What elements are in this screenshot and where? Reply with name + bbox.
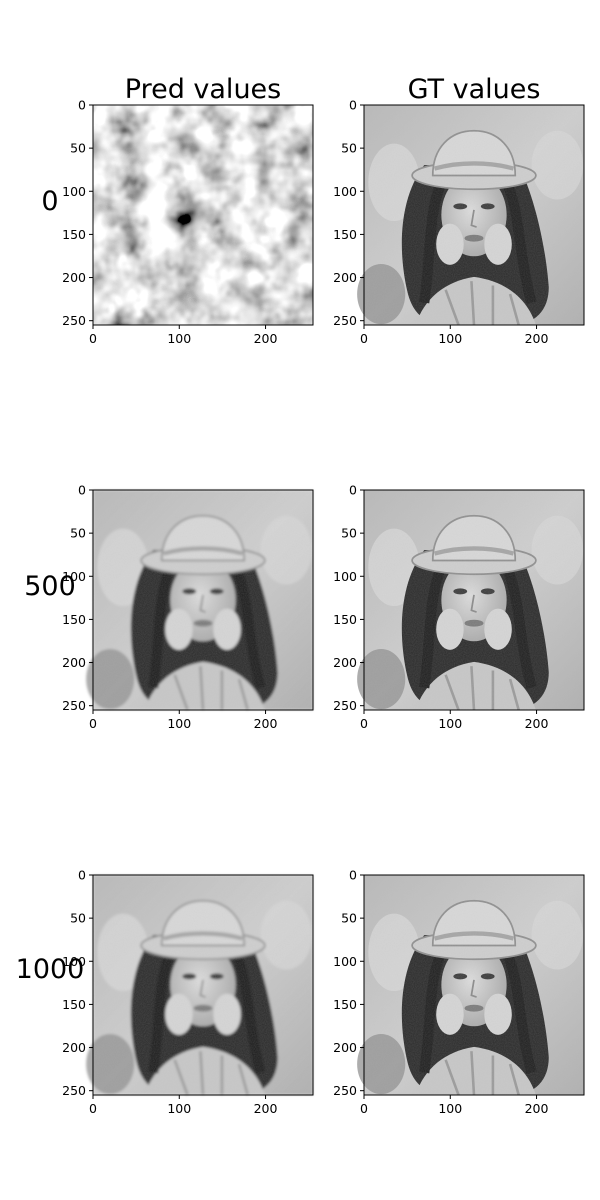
x-tick-label: 100 [167, 331, 191, 346]
axes-frame [92, 489, 314, 711]
y-tick-label: 150 [333, 227, 357, 242]
y-tick-label: 250 [62, 698, 86, 713]
y-tick-label: 150 [62, 997, 86, 1012]
axes-frame [363, 489, 585, 711]
y-tick-label: 200 [62, 1040, 86, 1055]
y-tick-label: 0 [349, 483, 357, 498]
y-tick-label: 50 [341, 526, 357, 541]
panel-image-grain [93, 490, 313, 710]
row-label: 0 [41, 186, 58, 217]
x-tick-label: 200 [254, 1101, 278, 1116]
y-tick-label: 250 [62, 313, 86, 328]
panel-image-grain [364, 490, 584, 710]
x-tick-label: 100 [438, 1101, 462, 1116]
x-tick-label: 200 [254, 331, 278, 346]
y-tick-label: 200 [62, 655, 86, 670]
x-tick-label: 0 [89, 331, 97, 346]
panel-image-grain [93, 875, 313, 1095]
panel-image-grain [364, 105, 584, 325]
y-tick-label: 200 [62, 270, 86, 285]
x-tick-label: 0 [360, 716, 368, 731]
axes-frame [363, 874, 585, 1096]
column-title: Pred values [125, 74, 281, 105]
axes-frame [92, 104, 314, 326]
axes-frame [92, 874, 314, 1096]
y-tick-label: 50 [70, 911, 86, 926]
x-tick-label: 0 [89, 1101, 97, 1116]
y-tick-label: 100 [333, 954, 357, 969]
x-tick-label: 100 [438, 331, 462, 346]
y-tick-label: 250 [62, 1083, 86, 1098]
x-tick-label: 200 [525, 331, 549, 346]
y-tick-label: 50 [70, 526, 86, 541]
y-tick-label: 150 [333, 612, 357, 627]
x-tick-label: 200 [525, 1101, 549, 1116]
x-tick-label: 100 [167, 1101, 191, 1116]
x-tick-label: 100 [167, 716, 191, 731]
y-tick-label: 250 [333, 313, 357, 328]
y-tick-label: 0 [78, 868, 86, 883]
y-tick-label: 0 [349, 868, 357, 883]
y-tick-label: 50 [70, 141, 86, 156]
axes-frame [363, 104, 585, 326]
panel-image-grain [364, 875, 584, 1095]
y-tick-label: 100 [62, 569, 86, 584]
row-label: 500 [24, 571, 76, 602]
y-tick-label: 50 [341, 141, 357, 156]
column-title: GT values [408, 74, 541, 105]
y-tick-label: 50 [341, 911, 357, 926]
panel-image-noise [93, 105, 313, 325]
x-tick-label: 200 [254, 716, 278, 731]
y-tick-label: 200 [333, 655, 357, 670]
row-label: 1000 [16, 954, 85, 985]
y-tick-label: 100 [62, 184, 86, 199]
x-tick-label: 200 [525, 716, 549, 731]
y-tick-label: 150 [62, 612, 86, 627]
x-tick-label: 0 [360, 1101, 368, 1116]
y-tick-label: 250 [333, 698, 357, 713]
x-tick-label: 100 [438, 716, 462, 731]
y-tick-label: 150 [62, 227, 86, 242]
x-tick-label: 0 [360, 331, 368, 346]
y-tick-label: 100 [333, 569, 357, 584]
y-tick-label: 100 [62, 954, 86, 969]
x-tick-label: 0 [89, 716, 97, 731]
y-tick-label: 100 [333, 184, 357, 199]
y-tick-label: 250 [333, 1083, 357, 1098]
y-tick-label: 200 [333, 270, 357, 285]
y-tick-label: 0 [78, 98, 86, 113]
y-tick-label: 150 [333, 997, 357, 1012]
y-tick-label: 0 [78, 483, 86, 498]
y-tick-label: 200 [333, 1040, 357, 1055]
y-tick-label: 0 [349, 98, 357, 113]
